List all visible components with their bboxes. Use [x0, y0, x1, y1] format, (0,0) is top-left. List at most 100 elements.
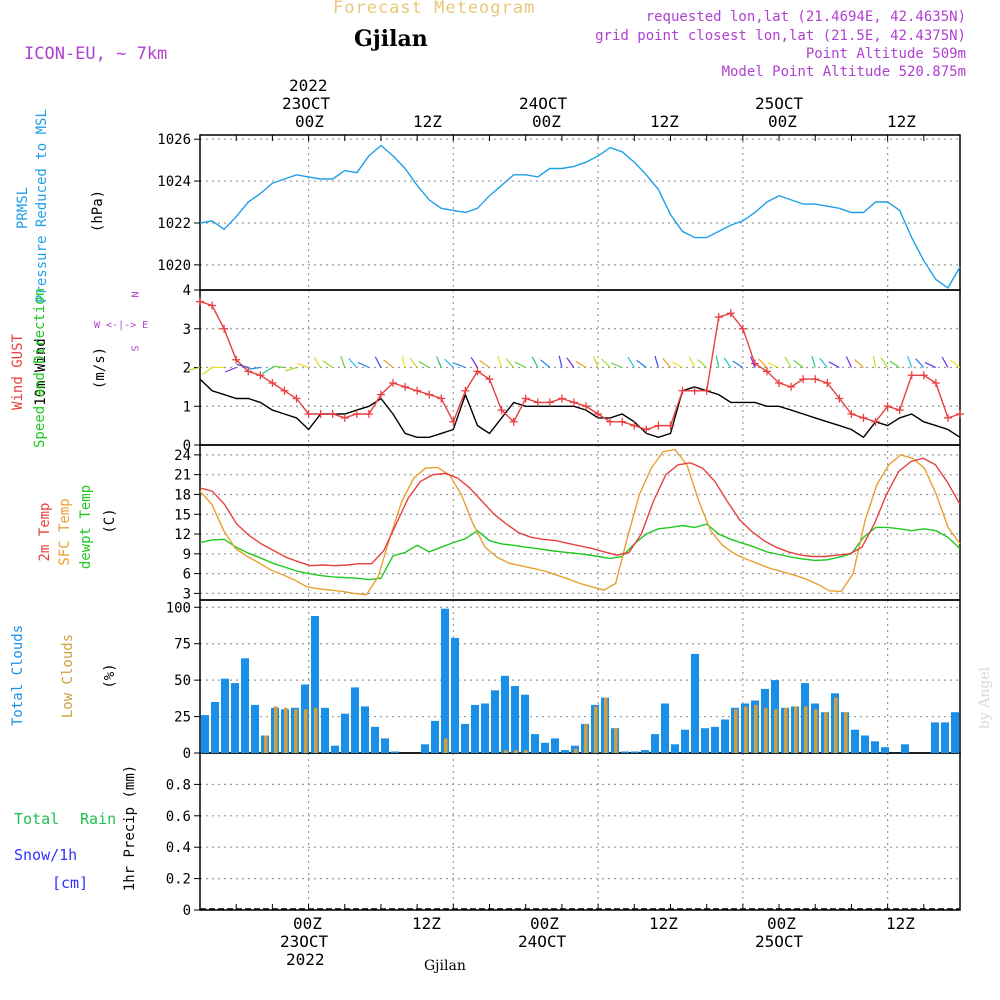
wind-direction-arrow — [697, 359, 708, 368]
total-cloud-bar — [501, 675, 509, 753]
bottom-hour-1: 12Z — [412, 914, 441, 933]
wind-direction-arrow — [732, 360, 744, 369]
y-tick-label: 1 — [183, 399, 191, 415]
wind-direction-arrow — [558, 355, 563, 368]
total-cloud-bar — [871, 741, 879, 753]
panel-frame-2 — [199, 444, 961, 601]
total-cloud-bar — [431, 720, 439, 753]
total-cloud-bar — [691, 653, 699, 753]
total-cloud-bar — [541, 742, 549, 753]
total-cloud-bar — [461, 723, 469, 753]
y-tick-label: 0 — [183, 746, 191, 762]
wind-direction-arrow — [575, 360, 587, 369]
low-cloud-bar — [274, 706, 278, 753]
low-cloud-bar — [614, 728, 618, 753]
wind-direction-arrow — [662, 357, 671, 368]
wind-direction-arrow — [750, 356, 756, 368]
y-tick-label: 18 — [174, 487, 191, 503]
low-cloud-bar — [804, 706, 808, 753]
top-hour-0: 00Z — [295, 112, 324, 131]
wind-direction-arrow — [531, 356, 539, 368]
wind-direction-arrow — [688, 356, 696, 368]
total-cloud-bar — [521, 694, 529, 753]
low-cloud-bar — [814, 709, 818, 753]
y-tick-label: 12 — [174, 527, 191, 543]
low-cloud-bar — [264, 735, 268, 753]
y-tick-label: 2 — [183, 361, 191, 377]
y-tick-label: 0.6 — [166, 809, 191, 825]
wind-direction-arrow — [272, 365, 285, 369]
total-cloud-bar — [251, 704, 259, 753]
low-cloud-bar — [844, 712, 848, 753]
location-title: Gjilan — [354, 26, 428, 52]
wind-direction-arrow — [627, 356, 635, 368]
wind-direction-arrow — [767, 362, 780, 369]
low-cloud-bar — [304, 709, 308, 753]
total-cloud-bar — [861, 735, 869, 753]
total-cloud-bar — [901, 744, 909, 753]
y-tick-label: 0.2 — [166, 872, 191, 888]
wind-direction-arrow — [636, 359, 647, 368]
low-cloud-bar — [604, 697, 608, 753]
bottom-date-25oct: 25OCT — [755, 932, 804, 951]
y-tick-label: 3 — [183, 322, 191, 338]
total-cloud-bar — [621, 751, 629, 753]
wind-direction-arrow — [505, 358, 515, 368]
wind-direction-arrow — [514, 361, 526, 369]
low-cloud-bar — [504, 750, 508, 753]
top-hour-2: 00Z — [532, 112, 561, 131]
wind-direction-arrow — [915, 358, 925, 368]
point-altitude: Point Altitude 509m — [805, 46, 966, 62]
top-date-23oct: 23OCT — [282, 94, 331, 113]
y-tick-label: 1024 — [157, 174, 191, 190]
wind-direction-arrow — [880, 357, 889, 368]
low-cloud-bar — [774, 709, 778, 753]
total-cloud-bar — [561, 750, 569, 753]
y-tick-label: 21 — [174, 468, 191, 484]
total-cloud-bar — [231, 683, 239, 753]
grid-coords: grid point closest lon,lat (21.5E, 42.43… — [595, 28, 966, 44]
low-cloud-bar — [444, 738, 448, 753]
wind-direction-arrow — [453, 362, 466, 369]
wind-direction-arrow — [540, 359, 551, 368]
y-tick-label: 0.4 — [166, 840, 191, 856]
bottom-date-23oct: 23OCT — [280, 932, 329, 951]
dewpt-temp-line — [199, 523, 961, 581]
y-tick-label: 0.8 — [166, 777, 191, 793]
total-cloud-bar — [321, 707, 329, 753]
low-cloud-bar — [784, 707, 788, 753]
total-cloud-bar — [421, 744, 429, 753]
wind-direction-arrow — [401, 355, 406, 368]
y-tick-label: 75 — [174, 637, 191, 653]
low-cloud-bar — [574, 748, 578, 753]
total-cloud-bar — [661, 703, 669, 753]
bottom-year: 2022 — [286, 950, 325, 969]
wind-direction-arrow — [828, 361, 840, 369]
snow-label: Snow/1h — [14, 846, 78, 864]
low-cloud-bar — [744, 706, 748, 753]
bottom-hour-3: 12Z — [649, 914, 678, 933]
y-tick-label: 6 — [183, 567, 191, 583]
wind-direction-arrow — [889, 360, 901, 369]
bottom-hour-0: 00Z — [293, 914, 322, 933]
y-tick-label: 24 — [174, 448, 191, 464]
y-tick-label: 0 — [183, 903, 191, 919]
wind-direction-arrow — [793, 359, 804, 368]
wind-direction-arrow — [924, 362, 937, 369]
total-cloud-bar — [701, 728, 709, 753]
y-tick-label: 4 — [183, 283, 191, 299]
wind-direction-arrow — [941, 356, 949, 368]
total-cloud-bar — [441, 608, 449, 753]
wind-direction-arrow — [593, 356, 599, 368]
y-tick-label: 100 — [166, 600, 191, 616]
low-cloud-bar — [734, 709, 738, 753]
wind-10m-line — [199, 378, 961, 439]
low-cloud-bar — [834, 697, 838, 753]
total-cloud-bar — [491, 690, 499, 753]
wind-direction-arrow — [322, 360, 334, 368]
low-cloud-bar — [294, 709, 298, 753]
pressure-line — [199, 144, 961, 289]
wind-direction-arrow — [374, 356, 382, 368]
wind-direction-arrow — [348, 358, 358, 368]
